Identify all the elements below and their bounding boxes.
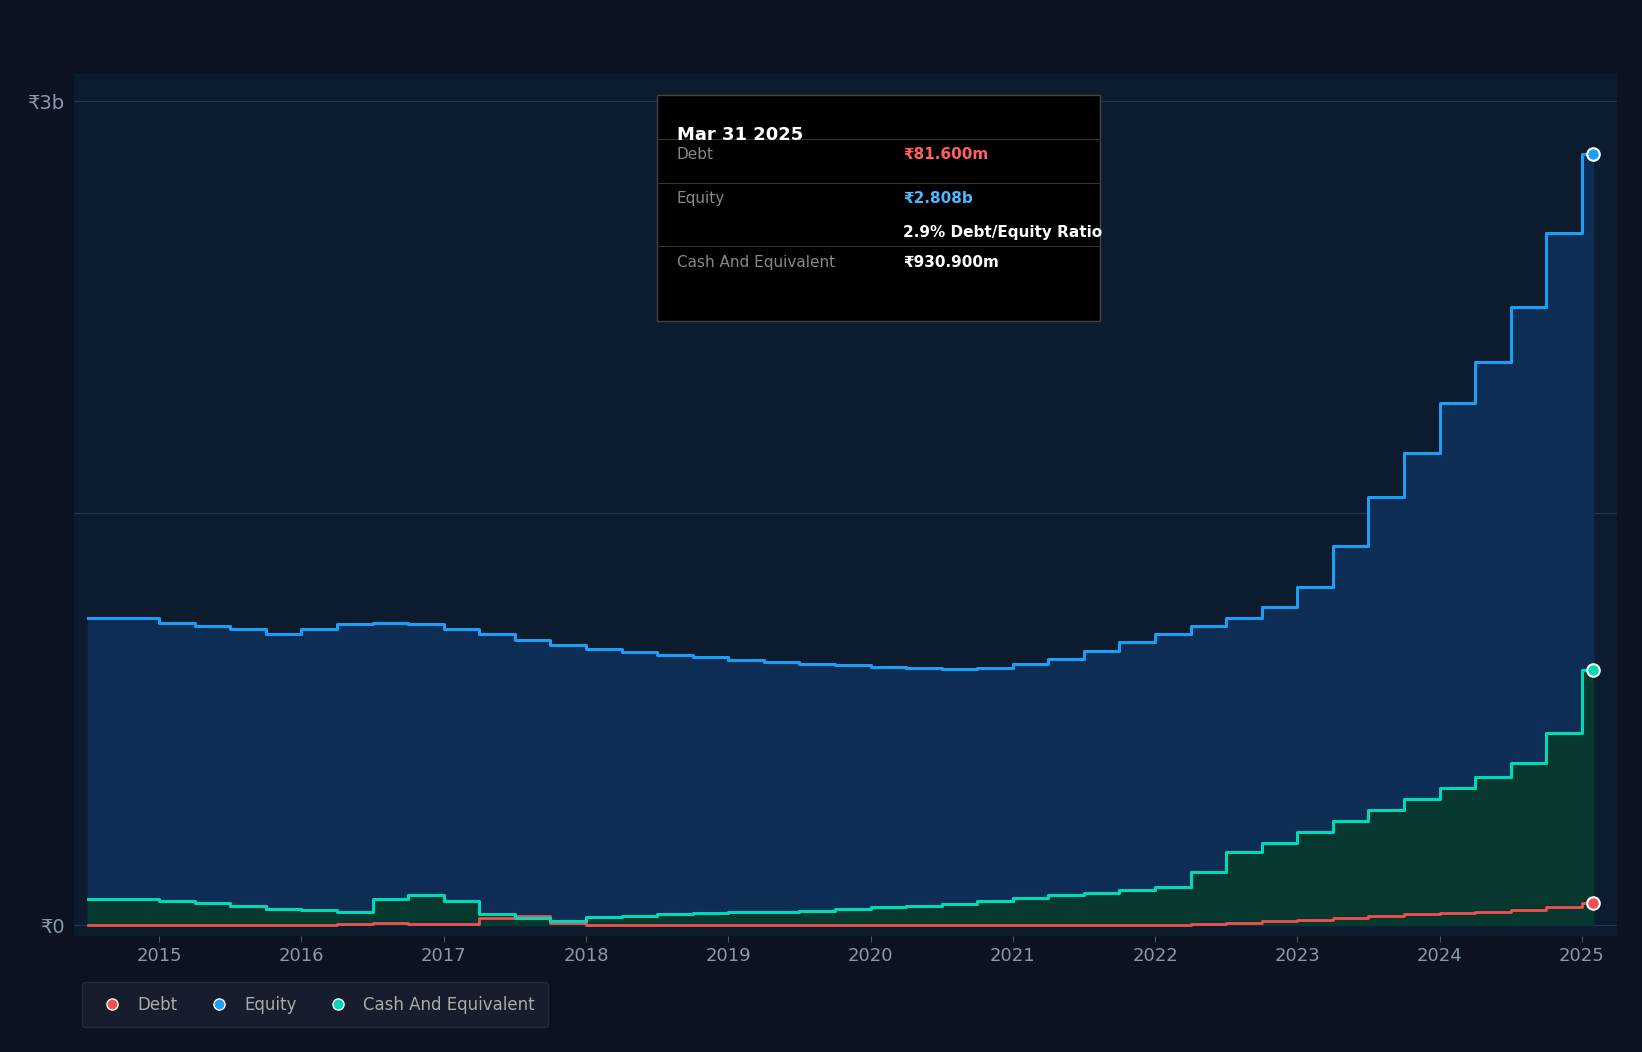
Text: Equity: Equity — [677, 191, 724, 206]
Legend: Debt, Equity, Cash And Equivalent: Debt, Equity, Cash And Equivalent — [82, 983, 548, 1027]
Text: ₹81.600m: ₹81.600m — [903, 147, 988, 162]
Text: Cash And Equivalent: Cash And Equivalent — [677, 255, 834, 269]
Text: ₹930.900m: ₹930.900m — [903, 255, 998, 269]
Text: Mar 31 2025: Mar 31 2025 — [677, 126, 803, 144]
Text: ₹2.808b: ₹2.808b — [903, 191, 972, 206]
Text: 2.9% Debt/Equity Ratio: 2.9% Debt/Equity Ratio — [903, 225, 1102, 240]
Text: Debt: Debt — [677, 147, 714, 162]
